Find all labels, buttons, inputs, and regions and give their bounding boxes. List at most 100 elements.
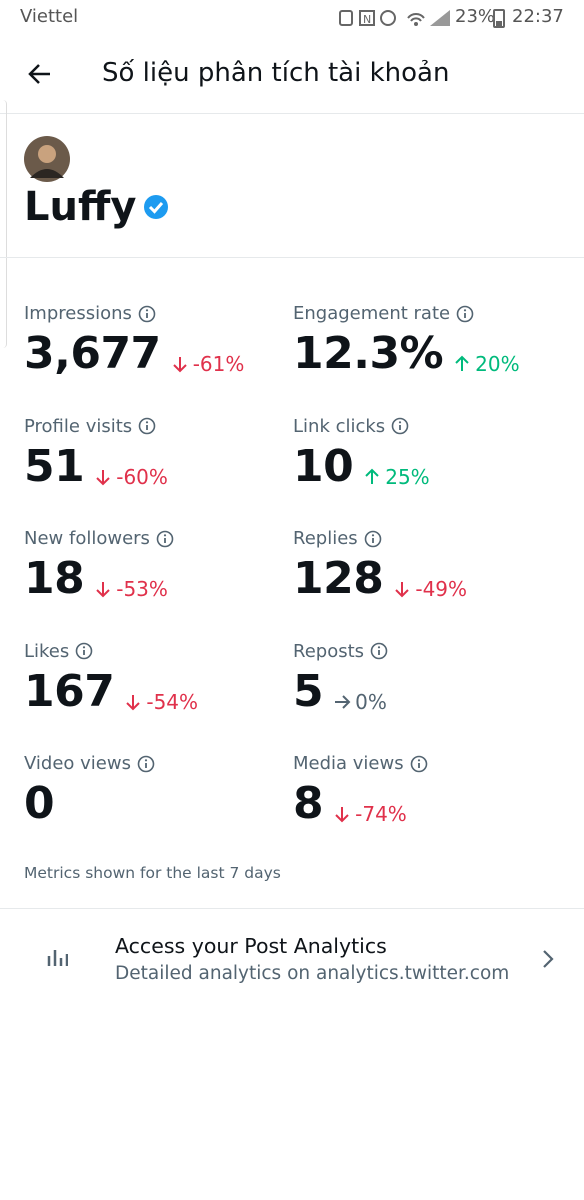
metric-row: 18 -53%: [24, 551, 294, 607]
trend-arrow: [335, 694, 351, 709]
link-title: Access your Post Analytics: [115, 934, 387, 958]
metric-label: Profile visits: [24, 416, 294, 437]
metric-name: Link clicks: [293, 415, 386, 437]
metric-label: Impressions: [24, 303, 294, 324]
metric-value: 0: [24, 778, 55, 829]
metric-change: -61%: [171, 352, 245, 382]
info-icon: [410, 755, 427, 772]
metric-value: 51: [24, 440, 85, 492]
info-icon: [137, 755, 155, 772]
info-icon: [364, 530, 381, 547]
metric: Engagement rate 12.3% 20%: [293, 303, 563, 415]
metric-name: Media views: [293, 753, 404, 774]
back-button[interactable]: [26, 60, 54, 88]
metric: Replies 128 -49%: [293, 528, 563, 640]
page-title: Số liệu phân tích tài khoản: [102, 58, 450, 88]
metric-row: 5 0%: [293, 664, 563, 720]
metric-row: 51 -60%: [24, 439, 294, 495]
info-icon: [391, 417, 409, 435]
change-text: 0%: [355, 689, 387, 714]
chevron: [543, 950, 554, 968]
metric-row: 10 25%: [293, 439, 563, 495]
change-text: 20%: [475, 352, 520, 376]
metric-label: Replies: [293, 528, 563, 549]
metric-change: -49%: [393, 577, 467, 607]
trend-arrow: [96, 582, 110, 598]
metric-value: 128: [293, 553, 384, 604]
change-text: -53%: [116, 577, 168, 601]
metric-change: -53%: [94, 577, 168, 607]
metric-name: New followers: [24, 528, 150, 549]
post-analytics-link[interactable]: Access your Post Analytics Detailed anal…: [0, 920, 584, 1000]
metric-row: 8 -74%: [293, 776, 563, 832]
metric-name: Video views: [24, 753, 131, 774]
metric: New followers 18 -53%: [24, 528, 294, 640]
trend-arrow: [365, 468, 379, 484]
metric-label: Engagement rate: [293, 303, 563, 324]
change-text: -49%: [415, 577, 468, 601]
profile-name: Luffy: [24, 184, 137, 230]
metric-name: Likes: [24, 640, 70, 662]
metric-name: Impressions: [24, 303, 132, 324]
metric-row: 12.3% 20%: [293, 326, 563, 382]
metric-change: -54%: [124, 690, 198, 720]
divider: [0, 257, 584, 258]
metric-row: 128 -49%: [293, 551, 563, 607]
trend-arrow: [335, 807, 349, 823]
verified-badge: [144, 195, 169, 219]
trend-arrow: [172, 357, 187, 373]
link-subtitle: Detailed analytics on analytics.twitter.…: [115, 963, 510, 984]
info-icon: [370, 642, 388, 660]
change-text: 25%: [385, 464, 430, 489]
metric-name: Engagement rate: [293, 303, 451, 324]
metric-change: 25%: [363, 464, 430, 495]
divider: [0, 908, 584, 909]
avatar[interactable]: [24, 136, 70, 182]
battery-icon: [493, 9, 505, 28]
trend-arrow: [126, 694, 141, 710]
chart-icon: [47, 950, 68, 966]
metric-row: 0: [24, 776, 294, 832]
metric-change: 0%: [333, 690, 387, 720]
metric-change: -60%: [94, 465, 168, 495]
status-icons: N: [339, 10, 450, 26]
trend-arrow: [395, 582, 410, 598]
carrier: Viettel: [20, 6, 79, 27]
divider: [0, 113, 584, 114]
info-icon: [156, 530, 174, 547]
metric-name: Reposts: [293, 640, 365, 662]
info-icon: [138, 417, 156, 435]
change-text: -61%: [192, 352, 245, 376]
metric: Video views 0: [24, 753, 294, 865]
change-text: -74%: [355, 802, 407, 826]
metric-row: 167 -54%: [24, 664, 294, 720]
metric: Impressions 3,677 -61%: [24, 303, 294, 415]
footnote: Metrics shown for the last 7 days: [24, 864, 281, 882]
info-icon: [456, 305, 474, 322]
change-text: -54%: [146, 689, 199, 714]
metric-value: 18: [24, 553, 85, 604]
trend-arrow: [455, 355, 469, 371]
info-icon: [138, 305, 156, 322]
metric-label: Link clicks: [293, 416, 563, 437]
metric: Likes 167 -54%: [24, 641, 294, 753]
metric-label: Media views: [293, 753, 563, 774]
metric-value: 5: [293, 665, 324, 717]
clock: 22:37: [512, 6, 564, 27]
trend-arrow: [96, 469, 110, 485]
metric-label: Reposts: [293, 641, 563, 662]
metric: Link clicks 10 25%: [293, 416, 563, 528]
change-text: -60%: [116, 464, 168, 489]
metric-label: Likes: [24, 641, 294, 662]
svg-text:N: N: [363, 13, 371, 26]
metric: Media views 8 -74%: [293, 753, 563, 865]
info-icon: [75, 642, 93, 660]
metric-change: -74%: [333, 802, 407, 832]
metric-value: 3,677: [24, 328, 161, 379]
metric-change: 20%: [453, 352, 520, 382]
metric-value: 10: [293, 440, 354, 492]
metric-label: Video views: [24, 753, 294, 774]
metric-value: 167: [24, 665, 115, 717]
battery-level: 23%: [455, 6, 496, 27]
